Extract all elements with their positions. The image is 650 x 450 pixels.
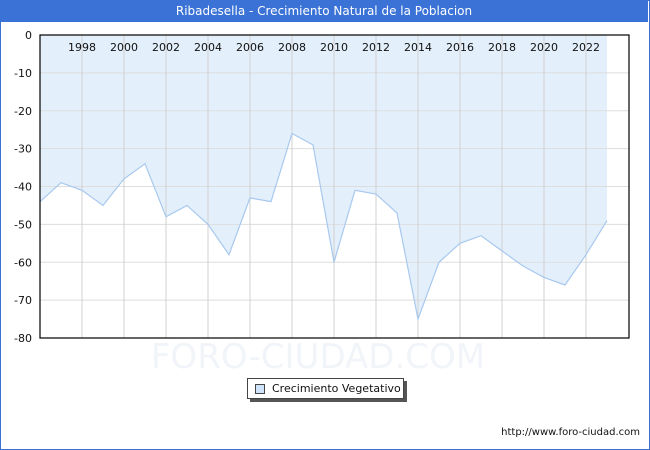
x-tick-label: 2022: [572, 41, 600, 54]
plot-border: [39, 34, 630, 339]
legend-label: Crecimiento Vegetativo: [272, 382, 401, 395]
y-tick-label: -50: [14, 218, 32, 231]
legend-swatch-icon: [255, 384, 265, 394]
x-tick-label: 2006: [236, 41, 264, 54]
x-tick-label: 1998: [68, 41, 96, 54]
y-tick-label: -40: [14, 181, 32, 194]
y-tick-label: -60: [14, 256, 32, 269]
area-fill: [40, 35, 607, 320]
x-tick-label: 2020: [530, 41, 558, 54]
chart-title: Ribadesella - Crecimiento Natural de la …: [0, 0, 648, 22]
y-tick-label: -20: [14, 105, 32, 118]
watermark: FORO-CIUDAD.COM: [151, 337, 485, 377]
y-tick-label: -10: [14, 67, 32, 80]
x-tick-label: 2016: [446, 41, 474, 54]
x-tick-label: 2000: [110, 41, 138, 54]
x-tick-label: 2010: [320, 41, 348, 54]
source-url: http://www.foro-ciudad.com: [501, 427, 640, 438]
series-line: [39, 132, 608, 322]
x-tick-label: 2018: [488, 41, 516, 54]
y-tick-label: 0: [25, 29, 32, 42]
y-tick-label: -80: [14, 332, 32, 345]
x-tick-label: 2008: [278, 41, 306, 54]
x-tick-label: 2012: [362, 41, 390, 54]
y-tick-label: -70: [14, 294, 32, 307]
x-tick-label: 2002: [152, 41, 180, 54]
x-tick-label: 2004: [194, 41, 222, 54]
x-tick-label: 2014: [404, 41, 432, 54]
y-tick-label: -30: [14, 143, 32, 156]
legend: Crecimiento Vegetativo: [247, 378, 404, 399]
